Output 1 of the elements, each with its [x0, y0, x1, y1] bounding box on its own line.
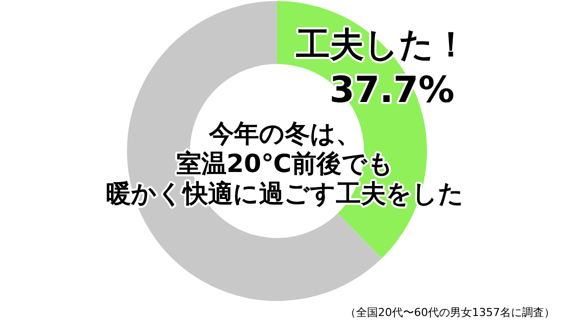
- text: （全国20代〜60代の男女1357名に調査）: [345, 306, 555, 319]
